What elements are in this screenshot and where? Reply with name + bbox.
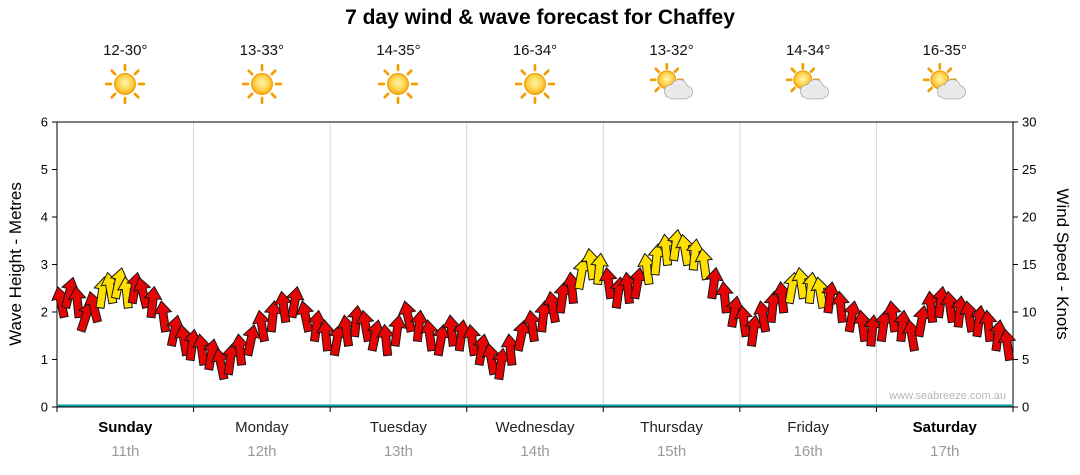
wind-arrow <box>882 300 902 333</box>
right-axis-tick-label: 15 <box>1022 257 1036 272</box>
wind-arrow <box>462 323 482 357</box>
sunny-icon <box>238 63 286 105</box>
wind-arrow <box>831 290 850 324</box>
wind-arrow <box>143 285 163 319</box>
wind-arrow <box>590 252 609 286</box>
day-name: Friday <box>787 419 829 436</box>
wind-arrow <box>355 309 375 343</box>
left-axis-tick-label: 1 <box>41 352 48 367</box>
day-date: 14th <box>520 443 550 460</box>
left-axis-tick-label: 5 <box>41 162 48 177</box>
left-axis-tick-label: 4 <box>41 210 48 225</box>
wind-arrow <box>598 266 618 300</box>
sunny-icon <box>511 63 559 105</box>
wind-arrow <box>978 309 998 343</box>
day-temp-range: 13-33° <box>239 42 285 59</box>
left-axis-tick-label: 3 <box>41 257 48 272</box>
day-temp-range: 16-34° <box>512 42 558 59</box>
day-name: Wednesday <box>495 419 575 436</box>
day-temp-range: 16-35° <box>922 42 967 59</box>
wind-arrow <box>398 300 417 333</box>
right-axis-tick-label: 25 <box>1022 162 1036 177</box>
right-axis-tick-label: 30 <box>1022 115 1036 130</box>
partly-cloudy-icon <box>921 62 969 105</box>
watermark-text: www.seabreeze.com.au <box>888 390 1006 402</box>
day-name: Sunday <box>98 419 153 436</box>
day-temp-range: 14-35° <box>376 42 421 59</box>
day-temp-range: 13-32° <box>649 42 694 59</box>
page-title: 7 day wind & wave forecast for Chaffey <box>345 6 735 29</box>
wind-arrow <box>132 276 152 310</box>
day-date: 16th <box>793 443 823 460</box>
wind-arrow <box>285 285 305 319</box>
partly-cloudy-icon <box>648 62 696 105</box>
right-axis-tick-label: 5 <box>1022 352 1029 367</box>
partly-cloudy-icon <box>784 62 832 105</box>
day-date: 17th <box>930 443 960 460</box>
day-temp-range: 14-34° <box>785 42 831 59</box>
wind-arrow <box>242 324 261 357</box>
day-name: Thursday <box>640 419 703 436</box>
day-date: 13th <box>383 443 414 460</box>
wind-arrow <box>295 300 315 333</box>
left-axis-tick-label: 6 <box>41 115 48 130</box>
right-axis-tick-label: 0 <box>1022 400 1029 415</box>
day-name: Monday <box>235 419 289 436</box>
day-name: Saturday <box>912 419 977 436</box>
wind-arrow <box>997 328 1017 362</box>
day-temp-range: 12-30° <box>103 42 148 59</box>
left-axis-tick-label: 2 <box>41 305 48 320</box>
day-name: Tuesday <box>369 419 427 436</box>
sunny-icon <box>374 63 422 105</box>
sunny-icon <box>101 63 149 105</box>
day-date: 11th <box>111 443 140 460</box>
right-axis-tick-label: 20 <box>1022 210 1036 225</box>
day-date: 12th <box>247 443 277 460</box>
wind-arrow <box>694 247 714 281</box>
day-date: 15th <box>656 443 687 460</box>
wind-arrow <box>153 300 173 333</box>
wind-arrow <box>705 266 724 300</box>
left-axis-tick-label: 0 <box>41 400 48 415</box>
wind-arrow <box>388 314 407 347</box>
right-axis-tick-label: 10 <box>1022 305 1036 320</box>
wind-arrow <box>734 304 753 338</box>
